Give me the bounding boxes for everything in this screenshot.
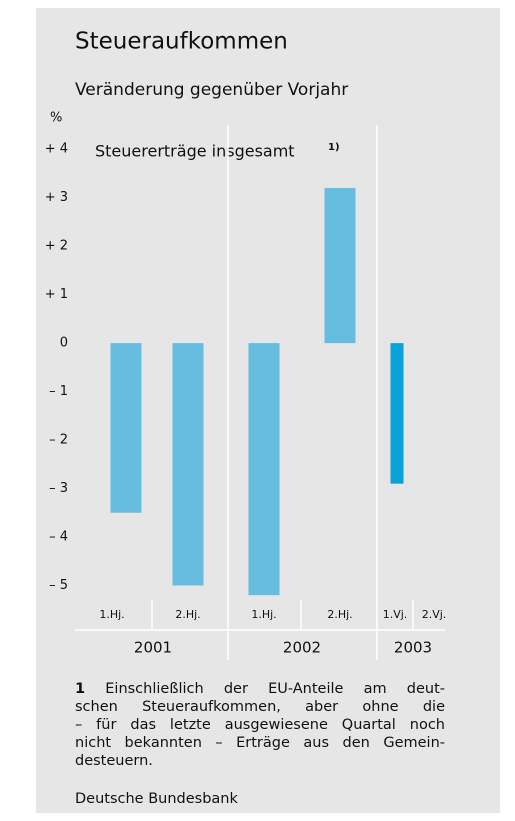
- x-tick-label: 2.Hj.: [175, 608, 200, 621]
- x-tick-label: 1.Hj.: [99, 608, 124, 621]
- annotation-ref: 1): [328, 142, 340, 153]
- y-tick-label: – 5: [49, 578, 68, 593]
- y-tick-label: 0: [60, 336, 68, 351]
- year-label: 2001: [134, 639, 172, 657]
- y-tick-label: + 1: [45, 287, 68, 302]
- y-tick-label: + 4: [45, 142, 68, 157]
- footnote-line: nicht bekannten – Erträge aus den Gemein…: [75, 735, 445, 751]
- footnote-text: Einschließlich der EU-Anteile am deut-: [105, 681, 445, 697]
- y-tick-label: – 1: [49, 384, 68, 399]
- y-tick-label: – 2: [49, 433, 68, 448]
- x-tick-label: 1.Vj.: [383, 608, 408, 621]
- chart-title: Steueraufkommen: [75, 29, 288, 55]
- year-label: 2003: [394, 639, 432, 657]
- footnote-line: 1 Einschließlich der EU-Anteile am deut-: [75, 680, 445, 698]
- annotation: Steuererträge insgesamt: [95, 142, 295, 161]
- y-tick-label: + 3: [45, 190, 68, 205]
- y-tick-label: + 2: [45, 239, 68, 254]
- x-tick-label: 2.Vj.: [422, 608, 447, 621]
- source: Deutsche Bundesbank: [75, 791, 238, 807]
- bar: [248, 343, 280, 596]
- bar: [110, 343, 142, 513]
- chart-subtitle: Veränderung gegenüber Vorjahr: [75, 80, 348, 100]
- footnote: 1 Einschließlich der EU-Anteile am deut-…: [75, 680, 445, 770]
- bar: [390, 343, 404, 484]
- footnote-marker: 1: [75, 681, 86, 697]
- bar: [324, 188, 356, 344]
- y-unit: %: [50, 111, 62, 126]
- bar: [172, 343, 204, 586]
- y-tick-label: – 3: [49, 481, 68, 496]
- footnote-line: desteuern.: [75, 753, 153, 769]
- year-label: 2002: [283, 639, 321, 657]
- x-tick-label: 1.Hj.: [251, 608, 276, 621]
- x-tick-label: 2.Hj.: [327, 608, 352, 621]
- footnote-line: – für das letzte ausgewiesene Quartal no…: [75, 717, 445, 733]
- footnote-line: schen Steueraufkommen, aber ohne die: [75, 699, 445, 715]
- y-tick-label: – 4: [49, 529, 68, 544]
